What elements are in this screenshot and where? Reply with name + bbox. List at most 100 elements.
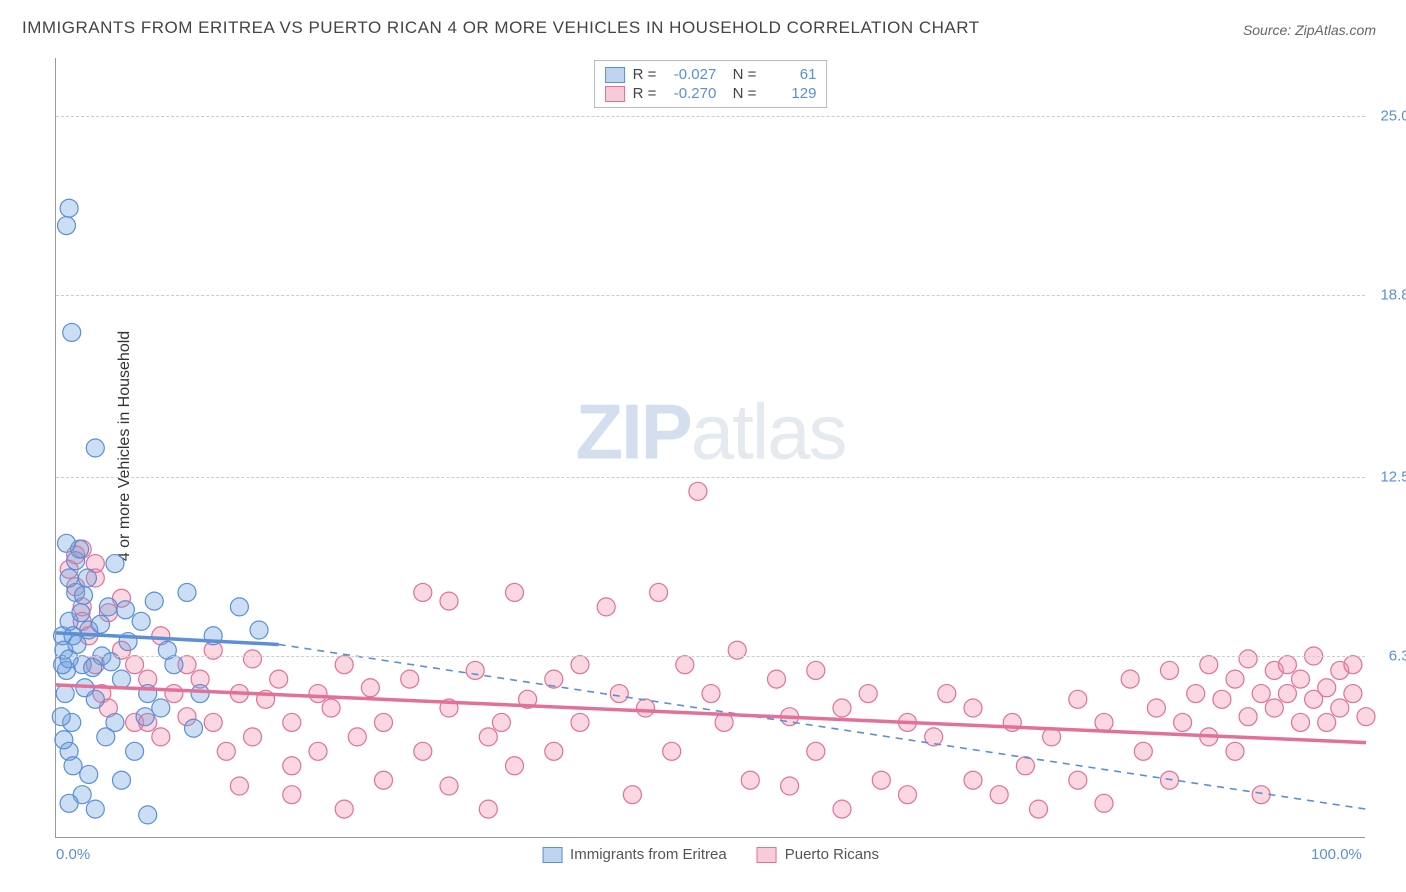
data-point [52, 708, 70, 726]
data-point [84, 659, 102, 677]
data-point [1121, 670, 1139, 688]
chart-title: IMMIGRANTS FROM ERITREA VS PUERTO RICAN … [22, 18, 980, 38]
legend-R-value: -0.027 [664, 66, 716, 83]
legend-R-label: R = [633, 85, 657, 102]
data-point [1187, 685, 1205, 703]
grid-line [56, 656, 1365, 657]
x-tick-label: 100.0% [1311, 846, 1362, 863]
data-point [309, 685, 327, 703]
scatter-plot: R = -0.027 N = 61 R = -0.270 N = 129 ZIP… [55, 58, 1365, 838]
data-point [1278, 656, 1296, 674]
legend-N-value: 61 [764, 66, 816, 83]
swatch-pink-icon [757, 847, 777, 863]
data-point [113, 771, 131, 789]
data-point [938, 685, 956, 703]
data-point [1161, 771, 1179, 789]
data-point [126, 656, 144, 674]
data-point [414, 742, 432, 760]
data-point [663, 742, 681, 760]
data-point [964, 771, 982, 789]
data-point [623, 786, 641, 804]
data-point [1200, 656, 1218, 674]
data-point [689, 482, 707, 500]
data-point [479, 800, 497, 818]
data-point [1252, 685, 1270, 703]
data-point [1134, 742, 1152, 760]
data-point [741, 771, 759, 789]
data-point [309, 742, 327, 760]
data-point [230, 598, 248, 616]
legend-row-puerto-rican: R = -0.270 N = 129 [605, 84, 817, 103]
data-point [859, 685, 877, 703]
data-point [1226, 742, 1244, 760]
grid-line [56, 295, 1365, 296]
plot-svg [56, 58, 1365, 837]
data-point [217, 742, 235, 760]
data-point [1095, 794, 1113, 812]
swatch-blue-icon [542, 847, 562, 863]
legend-label: Immigrants from Eritrea [570, 846, 727, 863]
swatch-pink-icon [605, 86, 625, 102]
data-point [872, 771, 890, 789]
data-point [964, 699, 982, 717]
data-point [1174, 713, 1192, 731]
data-point [571, 713, 589, 731]
data-point [899, 786, 917, 804]
data-point [375, 771, 393, 789]
legend-label: Puerto Ricans [785, 846, 879, 863]
data-point [55, 731, 73, 749]
data-point [1239, 650, 1257, 668]
data-point [650, 583, 668, 601]
data-point [1331, 699, 1349, 717]
source-label: Source: [1243, 22, 1291, 38]
data-point [597, 598, 615, 616]
data-point [1239, 708, 1257, 726]
data-point [86, 439, 104, 457]
data-point [63, 323, 81, 341]
data-point [1344, 685, 1362, 703]
data-point [1226, 670, 1244, 688]
data-point [375, 713, 393, 731]
data-point [60, 569, 78, 587]
data-point [545, 742, 563, 760]
data-point [807, 661, 825, 679]
data-point [833, 699, 851, 717]
data-point [676, 656, 694, 674]
data-point [1161, 661, 1179, 679]
data-point [440, 777, 458, 795]
data-point [1069, 771, 1087, 789]
data-point [106, 713, 124, 731]
data-point [1069, 690, 1087, 708]
data-point [1292, 713, 1310, 731]
data-point [152, 728, 170, 746]
data-point [283, 786, 301, 804]
data-point [571, 656, 589, 674]
data-point [414, 583, 432, 601]
data-point [64, 757, 82, 775]
data-point [1265, 699, 1283, 717]
data-point [492, 713, 510, 731]
data-point [1292, 670, 1310, 688]
data-point [230, 777, 248, 795]
data-point [270, 670, 288, 688]
x-tick-label: 0.0% [56, 846, 90, 863]
data-point [244, 728, 262, 746]
data-point [466, 661, 484, 679]
grid-line [56, 116, 1365, 117]
data-point [99, 598, 117, 616]
grid-line [56, 477, 1365, 478]
data-point [113, 670, 131, 688]
data-point [68, 635, 86, 653]
data-point [191, 685, 209, 703]
series-legend: Immigrants from Eritrea Puerto Ricans [542, 846, 879, 863]
legend-N-value: 129 [764, 85, 816, 102]
data-point [1318, 713, 1336, 731]
legend-item-puerto-rican: Puerto Ricans [757, 846, 879, 863]
data-point [1095, 713, 1113, 731]
data-point [610, 685, 628, 703]
y-tick-label: 12.5% [1380, 468, 1406, 485]
data-point [152, 699, 170, 717]
data-point [283, 757, 301, 775]
legend-item-eritrea: Immigrants from Eritrea [542, 846, 727, 863]
data-point [178, 583, 196, 601]
